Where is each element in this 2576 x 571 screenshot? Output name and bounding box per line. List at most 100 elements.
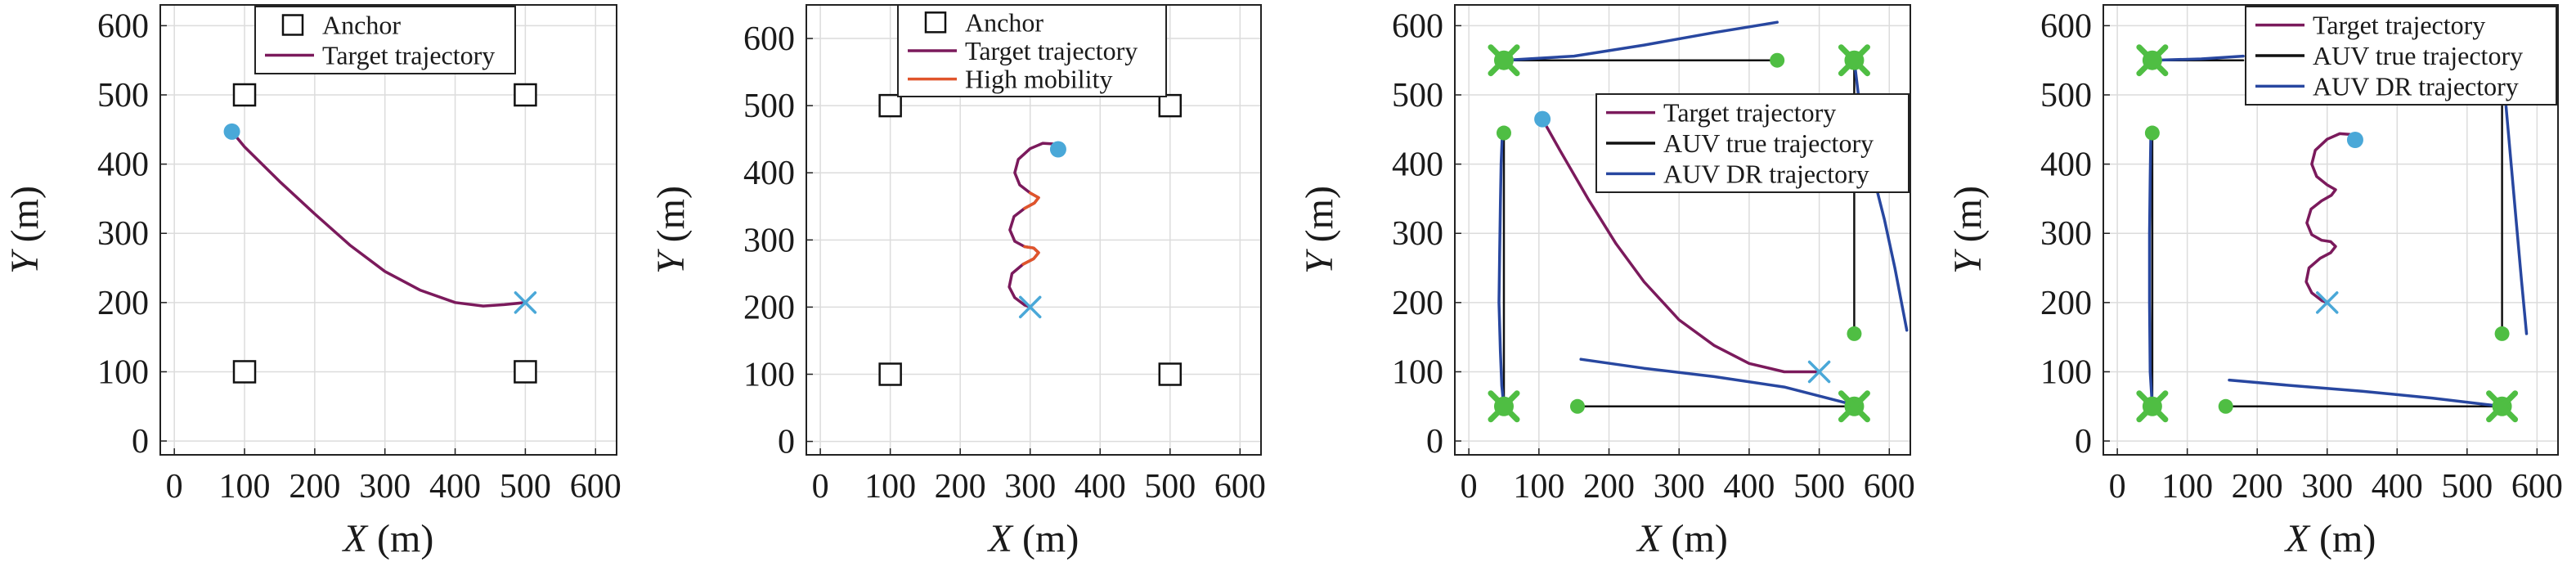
anchor-marker [514,83,537,107]
x-tick-label: 500 [2441,468,2493,506]
data-layer [1008,142,1060,309]
x-tick-label: 500 [1144,468,1196,506]
legend-item: AUV true trajectory [1606,128,1874,158]
auv-start-point [2494,326,2510,341]
auv-start-point [1770,52,1785,68]
legend-item: Target trajectory [265,41,495,70]
series-target [230,130,527,308]
y-tick-label: 0 [778,424,795,461]
auv-end-point [1838,390,1870,423]
legend-label: Anchor [965,7,1043,37]
y-tick-label: 300 [97,215,149,253]
plot-area [1455,5,1910,455]
x-tick-label: 200 [289,468,340,506]
y-tick-label: 200 [1392,285,1443,322]
x-tick-label: 0 [166,468,183,506]
x-tick-label: 300 [1004,468,1056,506]
series-auv-dr [1579,357,1856,407]
legend-item: High mobility [908,65,1112,94]
y-tick-label: 100 [1392,353,1443,391]
x-tick-label: 100 [1513,468,1564,506]
auv-end-point [1488,390,1520,423]
auv-end-point [2136,44,2169,77]
legend-item: Target trajectory [2255,11,2485,40]
series-target [2304,132,2357,304]
target-end-point [2315,291,2339,314]
legend-item: Target trajectory [908,36,1138,65]
legend-anchor-symbol [924,11,947,34]
x-tick-label: 600 [1864,468,1915,506]
target-start-point [1534,110,1551,128]
legend-label: Anchor [322,11,401,40]
series-auv-dr [1497,128,1506,408]
y-tick-label: 100 [743,356,795,393]
x-tick-label: 400 [1723,468,1775,506]
y-axis-label: Y (m) [3,186,47,274]
series-target [1008,142,1060,309]
panel-4: 0 100 200 300 400 500 600 0 100 200 300 400 500 600 X … [1946,4,2563,560]
y-tick-label: 600 [2040,7,2092,45]
x-tick-label: 600 [570,468,622,506]
legend-item: AUV DR trajectory [1606,159,1869,188]
x-tick-label: 100 [219,468,271,506]
series-auv-dr [2228,378,2504,408]
legend-label: Target trajectory [1663,98,1836,128]
axes-frame [159,4,617,456]
y-tick-label: 100 [2040,353,2092,391]
anchor-marker [1158,362,1183,386]
target-end-point [1018,295,1042,319]
y-tick-label: 200 [2040,285,2092,322]
legend-label: AUV DR trajectory [1663,159,1869,188]
anchor-marker [514,360,537,384]
legend-item: AUV true trajectory [2255,41,2523,70]
auv-start-point [1569,398,1585,414]
y-tick-label: 600 [1392,7,1443,45]
target-start-point [2346,132,2363,148]
x-tick-label: 500 [1793,468,1845,506]
x-tick-label: 200 [1583,468,1635,506]
x-tick-label: 100 [2161,468,2213,506]
legend-label: AUV true trajectory [1663,128,1874,158]
x-tick-label: 200 [2232,468,2283,506]
x-axis-label: X (m) [987,517,1079,560]
y-tick-label: 600 [743,20,795,58]
y-tick-label: 500 [2040,77,2092,115]
legend-label: Target trajectory [965,36,1138,65]
y-tick-label: 200 [97,285,149,322]
legend-anchor-symbol [281,14,304,36]
y-tick-label: 300 [2040,215,2092,253]
x-tick-label: 100 [864,468,916,506]
series-target [1541,117,1821,374]
legend-label: AUV DR trajectory [2313,71,2519,101]
target-start-point [1049,141,1066,158]
legend-item: Anchor [924,7,1043,37]
anchor-marker [878,93,902,118]
auv-start-point [2144,125,2160,141]
auv-end-point [1488,44,1520,77]
x-tick-label: 400 [429,468,481,506]
x-axis-label: X (m) [342,517,434,560]
data-layer [230,130,527,308]
series-auv-dr [2151,54,2245,62]
anchor-marker [1158,93,1183,118]
y-tick-label: 400 [2040,146,2092,184]
series-auv-dr [1502,20,1779,62]
panel-2: 0 100 200 300 400 500 600 0 100 200 300 400 500 600 X … [649,4,1266,560]
auv-start-point [2218,398,2233,414]
y-axis-label: Y (m) [649,186,693,274]
axes-frame [2103,4,2559,456]
legend-item: Target trajectory [1606,98,1836,128]
legend-item: AUV DR trajectory [2255,71,2519,101]
series-high-mobility [1023,191,1040,210]
y-tick-label: 0 [2075,423,2092,461]
data-layer [1497,20,1909,408]
series-high-mobility [1021,245,1040,266]
y-tick-label: 400 [743,155,795,192]
x-tick-label: 300 [359,468,411,506]
panel-3: 0 100 200 300 400 500 600 0 100 200 300 400 500 600 X … [1298,4,1915,560]
y-tick-label: 400 [97,146,149,184]
